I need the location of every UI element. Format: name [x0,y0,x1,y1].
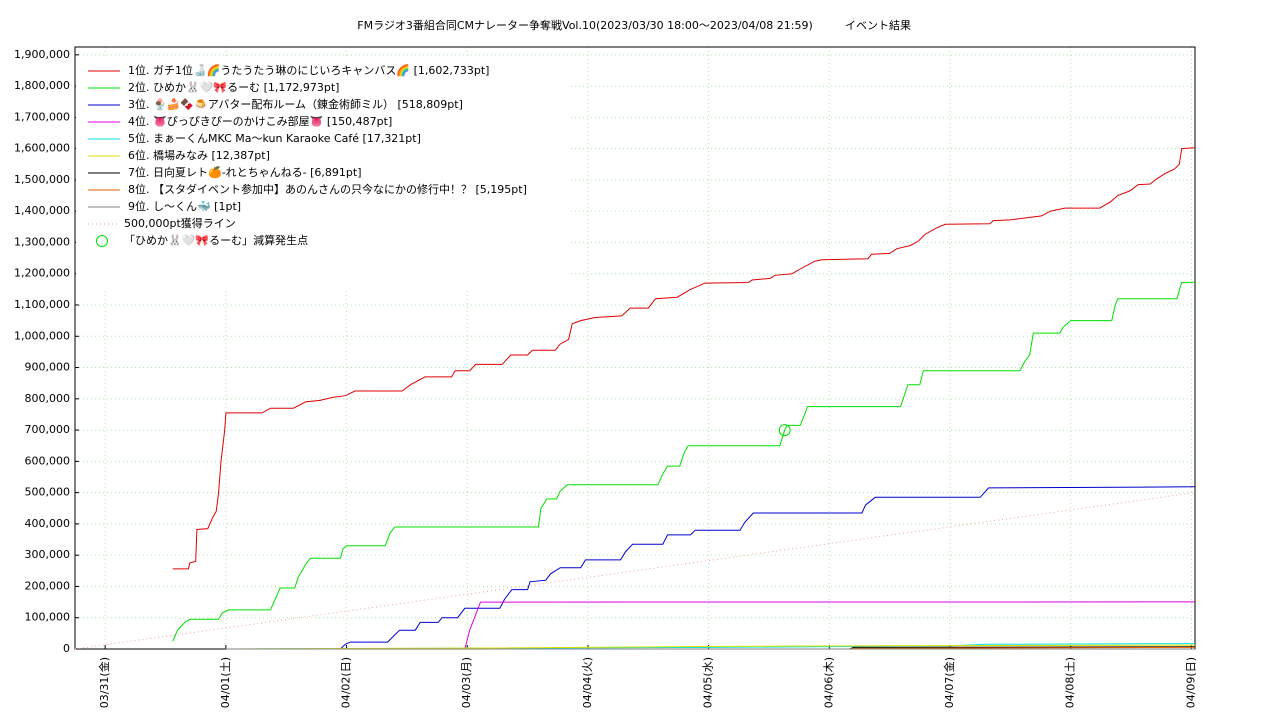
y-tick-label: 100,000 [25,611,71,624]
y-tick-label: 600,000 [25,454,71,467]
y-tick-label: 1,200,000 [14,267,70,280]
legend-label: 7位. 日向夏レト🍊-れとちゃんねる- [6,891pt] [128,165,362,179]
y-tick-label: 0 [63,642,70,655]
x-tick-label: 04/05(水) [702,657,715,708]
x-tick-label: 04/03(月) [460,657,473,708]
y-tick-label: 1,000,000 [14,329,70,342]
series-line [74,492,1196,650]
legend-box [76,57,571,290]
marker [778,424,791,437]
x-tick-label: 04/01(土) [219,657,232,708]
series-line [225,644,1196,650]
x-tick-label: 03/31(金) [97,657,111,708]
y-tick-label: 900,000 [25,361,71,374]
y-tick-label: 1,600,000 [14,142,70,155]
y-tick-label: 300,000 [25,548,71,561]
legend-label: 4位. 👅ぴっぴきぴーのかけこみ部屋👅 [150,487pt] [128,114,392,128]
legend-label: 8位. 【スタダイベント参加中】あのんさんの只今なにかの修行中！？ [5,195… [128,182,527,196]
chart-subtitle: イベント結果 [845,18,911,32]
legend-label: 5位. まぁーくんMKC Ma〜kun Karaoke Café [17,321… [128,131,421,145]
y-tick-label: 1,800,000 [14,79,70,92]
chart-title: FMラジオ3番組合同CMナレーター争奪戦Vol.10(2023/03/30 18… [357,18,813,32]
y-tick-label: 1,500,000 [14,173,70,186]
y-tick-label: 1,900,000 [14,48,70,61]
legend-label: 500,000pt獲得ライン [124,217,236,230]
x-tick-label: 04/04(火) [581,657,594,708]
legend-label: 6位. 橋場みなみ [12,387pt] [128,148,270,162]
x-tick-label: 04/08(土) [1064,657,1077,708]
y-tick-label: 1,100,000 [14,298,70,311]
x-tick-label: 04/07(金) [942,657,956,708]
series-line [172,147,1196,570]
y-tick-label: 700,000 [25,423,71,436]
y-tick-label: 1,300,000 [14,235,70,248]
y-tick-label: 800,000 [25,392,71,405]
legend-label: 9位. し〜くん🐳 [1pt] [128,199,241,213]
legend-label: 1位. ガチ1位🍶🌈うたうたう琳のにじいろキャンバス🌈 [1,602,733pt… [128,63,489,77]
x-tick-label: 04/09(日) [1184,657,1197,708]
legend-label: 3位. 🍨🍰🍫🍮アバター配布ルーム（錬金術師ミル） [518,809pt] [128,97,463,111]
series-line [225,486,1196,650]
legend-label: 「ひめか🐰🤍🎀るーむ」減算発生点 [124,233,308,247]
y-tick-label: 500,000 [25,486,71,499]
y-tick-label: 1,700,000 [14,110,70,123]
legend-marker [96,235,108,247]
y-tick-label: 400,000 [25,517,71,530]
x-tick-label: 04/02(日) [340,657,353,708]
legend-label: 2位. ひめか🐰🤍🎀るーむ [1,172,973pt] [128,80,339,94]
x-tick-label: 04/06(木) [822,657,835,708]
y-tick-label: 1,400,000 [14,204,70,217]
series-line [172,281,1196,642]
y-tick-label: 200,000 [25,579,71,592]
